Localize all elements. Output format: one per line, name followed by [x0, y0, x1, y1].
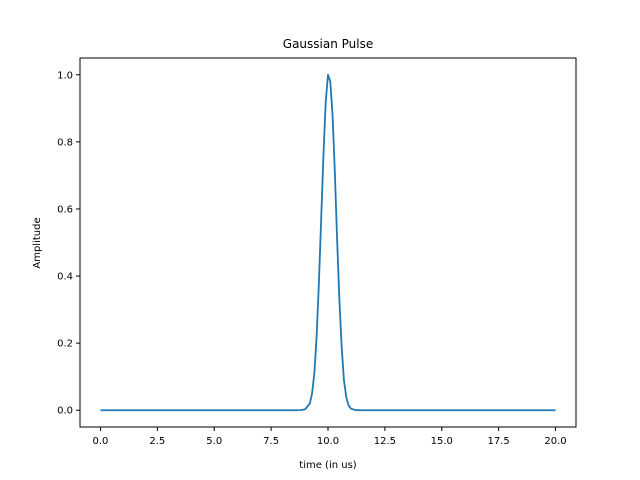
y-axis-ticks: 0.0 0.2 0.4 0.6 0.8 1.0: [57, 70, 80, 417]
y-tick-label: 0.4: [57, 272, 73, 283]
x-tick-label: 10.0: [317, 436, 339, 447]
x-tick-label: 5.0: [206, 436, 222, 447]
x-tick-label: 17.5: [488, 436, 510, 447]
x-tick-label: 7.5: [263, 436, 279, 447]
axes-frame: [79, 57, 577, 428]
y-tick-label: 0.8: [57, 137, 73, 148]
y-tick-label: 0.6: [57, 204, 73, 215]
x-tick-label: 20.0: [544, 436, 566, 447]
y-tick-label: 0.0: [57, 406, 73, 417]
x-axis-label: time (in us): [299, 460, 357, 471]
x-tick-label: 12.5: [374, 436, 396, 447]
series-line: [100, 73, 556, 412]
x-tick-label: 2.5: [149, 436, 165, 447]
y-tick-label: 0.2: [57, 339, 73, 350]
plot-area: [100, 73, 556, 412]
y-tick-label: 1.0: [57, 70, 73, 81]
x-tick-label: 0.0: [93, 436, 109, 447]
x-axis-ticks: 0.0 2.5 5.0 7.5 10.0 12.5 15.0 17.5 20.0: [93, 427, 567, 447]
chart-title: Gaussian Pulse: [283, 37, 373, 51]
x-tick-label: 15.0: [431, 436, 453, 447]
y-axis-label: Amplitude: [32, 217, 43, 268]
